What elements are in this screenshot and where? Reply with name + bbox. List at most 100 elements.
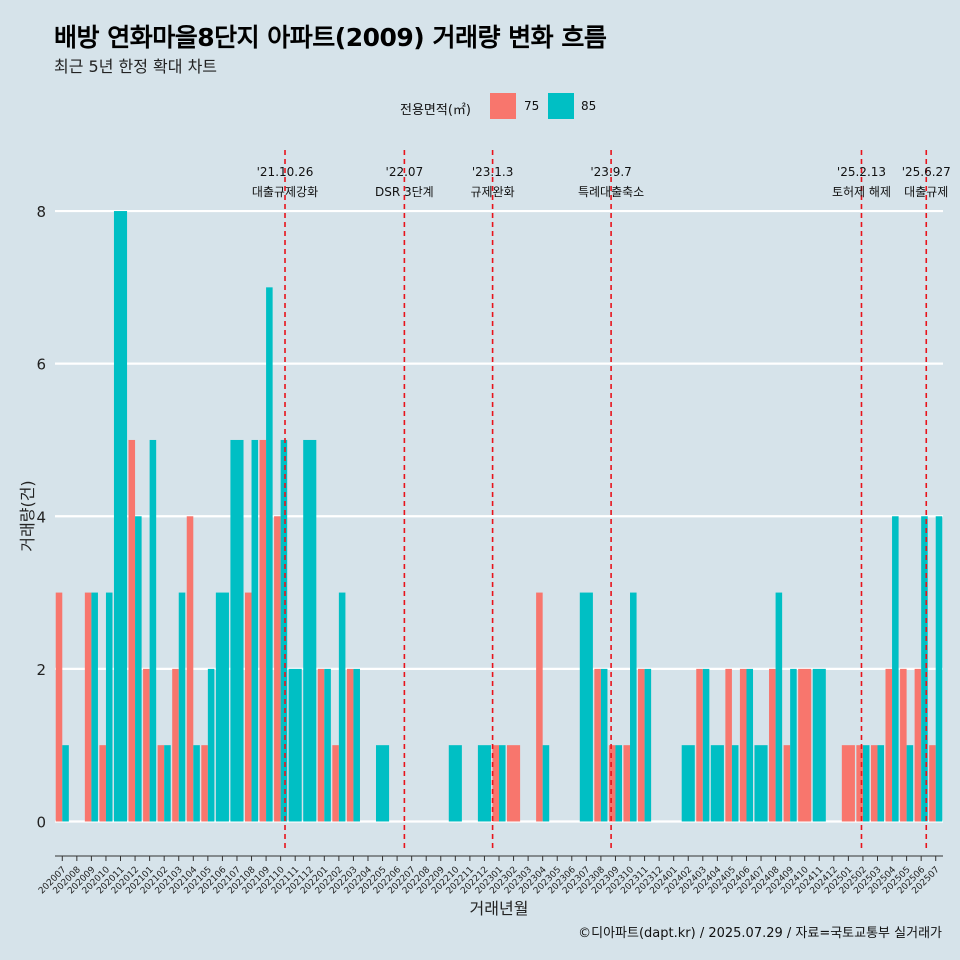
bar-85-202212 (477, 745, 491, 822)
bar-75-202103 (172, 668, 179, 822)
bar-75-202202 (332, 745, 339, 822)
bar-75-202201 (317, 668, 325, 822)
bar-75-202408 (769, 668, 776, 822)
bar-85-202007 (62, 745, 69, 822)
event-name-label: 대출규제 (904, 185, 948, 199)
bar-85-202202 (338, 592, 346, 822)
legend-key-85 (548, 93, 574, 119)
bar-75-202502 (856, 745, 863, 822)
y-tick-label: 0 (36, 813, 46, 831)
bar-85-202502 (862, 745, 870, 822)
bar-75-202403 (696, 668, 703, 822)
bar-75-202310 (623, 745, 631, 822)
bar-75-202503 (870, 745, 878, 822)
event-date-label: '25.6.27 (902, 165, 951, 179)
bar-75-202505 (900, 668, 907, 822)
x-axis-title: 거래년월 (470, 899, 529, 918)
event-name-label: 대출규제강화 (252, 185, 318, 199)
bar-75-202406 (739, 668, 747, 822)
bar-85-202111 (288, 668, 302, 822)
event-name-label: 규제완화 (471, 185, 515, 199)
event-date-label: '25.2.13 (837, 165, 886, 179)
bar-85-202102 (164, 745, 171, 822)
bar-85-202505 (906, 745, 914, 822)
bar-85-202203 (353, 668, 360, 822)
bar-85-202405 (731, 745, 739, 822)
chart-subtitle: 최근 5년 한정 확대 차트 (54, 57, 218, 76)
bar-85-202311 (644, 668, 652, 822)
legend-label-85: 85 (581, 99, 597, 113)
bar-85-202308 (600, 668, 608, 822)
bar-75-202102 (157, 745, 165, 822)
y-axis-title: 거래량(건) (18, 480, 37, 551)
legend-label-75: 75 (524, 99, 540, 113)
bar-85-202304 (542, 745, 550, 822)
bar-85-202009 (91, 592, 98, 822)
bar-75-202304 (536, 592, 543, 822)
bar-85-202301 (499, 745, 506, 822)
bar-85-202406 (746, 668, 754, 822)
bar-85-202310 (630, 592, 637, 822)
bar-85-202507 (935, 516, 943, 822)
bar-75-202101 (143, 668, 150, 822)
bar-85-202106 (215, 592, 229, 822)
bar-75-202506 (914, 668, 922, 822)
bar-85-202210 (448, 745, 462, 822)
bar-75-202302 (507, 745, 521, 822)
bar-85-202201 (324, 668, 331, 822)
bar-85-202506 (921, 516, 928, 822)
bar-75-202110 (274, 516, 281, 822)
bar-85-202110 (280, 439, 288, 822)
event-name-label: 특례대출축소 (578, 185, 644, 199)
bar-85-202408 (775, 592, 783, 822)
bar-85-202309 (615, 745, 623, 822)
bar-75-202012 (128, 439, 136, 822)
bar-85-202104 (193, 745, 200, 822)
bar-85-202403 (702, 668, 710, 822)
event-date-label: '22.07 (386, 165, 424, 179)
y-tick-label: 4 (36, 508, 46, 526)
y-tick-label: 2 (36, 661, 46, 679)
bar-85-202112 (303, 439, 317, 822)
bar-85-202107 (230, 439, 244, 822)
bar-85-202101 (149, 439, 157, 822)
bar-85-202105 (207, 668, 215, 822)
bar-75-202010 (99, 745, 106, 822)
bar-75-202301 (492, 745, 499, 822)
bar-75-202501 (841, 745, 855, 822)
event-name-label: 토허제 해제 (832, 185, 891, 199)
legend-key-75 (490, 93, 516, 119)
bar-85-202108 (251, 439, 259, 822)
event-date-label: '23.1.3 (472, 165, 513, 179)
bar-85-202109 (266, 287, 273, 822)
bar-85-202012 (135, 516, 142, 822)
bar-85-202504 (892, 516, 899, 822)
bar-75-202105 (201, 745, 208, 822)
bar-75-202308 (594, 668, 601, 822)
bar-75-202009 (84, 592, 92, 822)
bar-85-202407 (754, 745, 768, 822)
bar-75-202311 (638, 668, 645, 822)
bar-85-202409 (790, 668, 797, 822)
bar-75-202109 (259, 439, 267, 822)
bar-75-202409 (783, 745, 791, 822)
bar-75-202104 (186, 516, 194, 822)
bar-85-202404 (710, 745, 724, 822)
bar-75-202007 (55, 592, 63, 822)
legend: 전용면적(㎡) 75 85 (0, 93, 960, 121)
bar-85-202011 (113, 211, 128, 822)
bar-75-202405 (725, 668, 732, 822)
bar-75-202504 (885, 668, 893, 822)
bar-75-202507 (929, 745, 936, 822)
chart-title: 배방 연화마을8단지 아파트(2009) 거래량 변화 흐름 (54, 23, 607, 52)
bar-75-202410 (798, 668, 812, 822)
bar-75-202203 (346, 668, 354, 822)
legend-title: 전용면적(㎡) (400, 103, 471, 118)
bar-85-202103 (178, 592, 186, 822)
bar-75-202309 (608, 745, 616, 822)
y-tick-label: 8 (36, 203, 46, 221)
bar-85-202402 (681, 745, 695, 822)
event-date-label: '21.10.26 (257, 165, 314, 179)
bar-85-202010 (105, 592, 113, 822)
